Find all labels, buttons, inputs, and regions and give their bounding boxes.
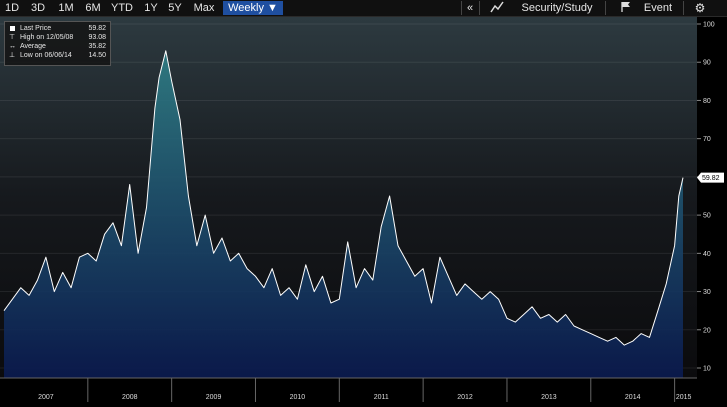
- range-6m-button[interactable]: 6M: [85, 2, 101, 14]
- low-value: 14.50: [88, 52, 106, 59]
- x-tick-label: 2008: [122, 394, 138, 401]
- x-tick-label: 2010: [290, 394, 306, 401]
- toolbar: 1D 3D 1M 6M YTD 1Y 5Y Max Weekly ▼ « Sec…: [0, 0, 727, 17]
- y-tick-label: 30: [703, 289, 711, 296]
- legend-low: ⊥ Low on 06/06/14 14.50: [8, 51, 108, 60]
- toolbar-separator: [605, 1, 606, 15]
- legend-high: ⊤ High on 12/05/08 93.08: [8, 33, 108, 42]
- average-value: 35.82: [88, 43, 106, 50]
- average-marker-icon: ↔: [9, 43, 16, 50]
- x-tick-label: 2012: [457, 394, 473, 401]
- security-study-icon[interactable]: [490, 1, 504, 15]
- x-tick-label: 2013: [541, 394, 557, 401]
- y-axis-panel: [697, 17, 727, 402]
- legend[interactable]: Last Price 59.82 ⊤ High on 12/05/08 93.0…: [4, 21, 111, 66]
- x-tick-label: 2007: [38, 394, 54, 401]
- high-label: High on 12/05/08: [20, 34, 74, 41]
- y-tick-label: 70: [703, 136, 711, 143]
- y-tick-label: 20: [703, 327, 711, 334]
- toolbar-separator: [479, 1, 480, 15]
- price-chart: 102030405060708090100 200720082009201020…: [0, 17, 727, 402]
- range-1y-button[interactable]: 1Y: [144, 2, 158, 14]
- y-tick-label: 100: [703, 22, 715, 29]
- flag-icon[interactable]: [620, 1, 632, 15]
- y-tick-label: 90: [703, 60, 711, 67]
- last-price-tag: [697, 172, 724, 183]
- last-price-tag-label: 59.82: [702, 175, 720, 182]
- last-price-label: Last Price: [20, 25, 52, 32]
- high-marker-icon: ⊤: [9, 34, 16, 41]
- last-price-value: 59.82: [88, 25, 106, 32]
- legend-average: ↔ Average 35.82: [8, 42, 108, 51]
- legend-last-price: Last Price 59.82: [8, 24, 108, 33]
- x-tick-label: 2015: [676, 394, 692, 401]
- range-1d-button[interactable]: 1D: [5, 2, 20, 14]
- price-line: [3, 50, 684, 346]
- collapse-button[interactable]: «: [466, 2, 474, 14]
- y-tick-label: 40: [703, 251, 711, 258]
- x-tick-label: 2009: [206, 394, 222, 401]
- range-1m-button[interactable]: 1M: [58, 2, 74, 14]
- event-button[interactable]: Event: [643, 2, 673, 14]
- toolbar-separator: [683, 1, 684, 15]
- low-marker-icon: ⊥: [9, 52, 16, 59]
- range-3d-button[interactable]: 3D: [30, 2, 46, 14]
- range-5y-button[interactable]: 5Y: [168, 2, 182, 14]
- security-study-button[interactable]: Security/Study: [521, 2, 593, 14]
- low-label: Low on 06/06/14: [20, 52, 72, 59]
- price-area: [4, 50, 683, 379]
- chart-area[interactable]: 102030405060708090100 200720082009201020…: [0, 17, 727, 402]
- gear-icon[interactable]: ⚙: [694, 1, 706, 15]
- frequency-dropdown[interactable]: Weekly ▼: [223, 1, 283, 15]
- y-tick-label: 80: [703, 98, 711, 105]
- x-axis-panel: [0, 378, 697, 402]
- x-tick-label: 2011: [374, 394, 389, 401]
- last-price-swatch-icon: [10, 26, 15, 31]
- high-value: 93.08: [88, 34, 106, 41]
- average-label: Average: [20, 43, 46, 50]
- y-tick-label: 10: [703, 366, 711, 373]
- y-tick-label: 50: [703, 213, 711, 220]
- x-tick-label: 2014: [625, 394, 641, 401]
- range-ytd-button[interactable]: YTD: [111, 2, 133, 14]
- toolbar-separator: [461, 1, 462, 15]
- range-max-button[interactable]: Max: [193, 2, 215, 14]
